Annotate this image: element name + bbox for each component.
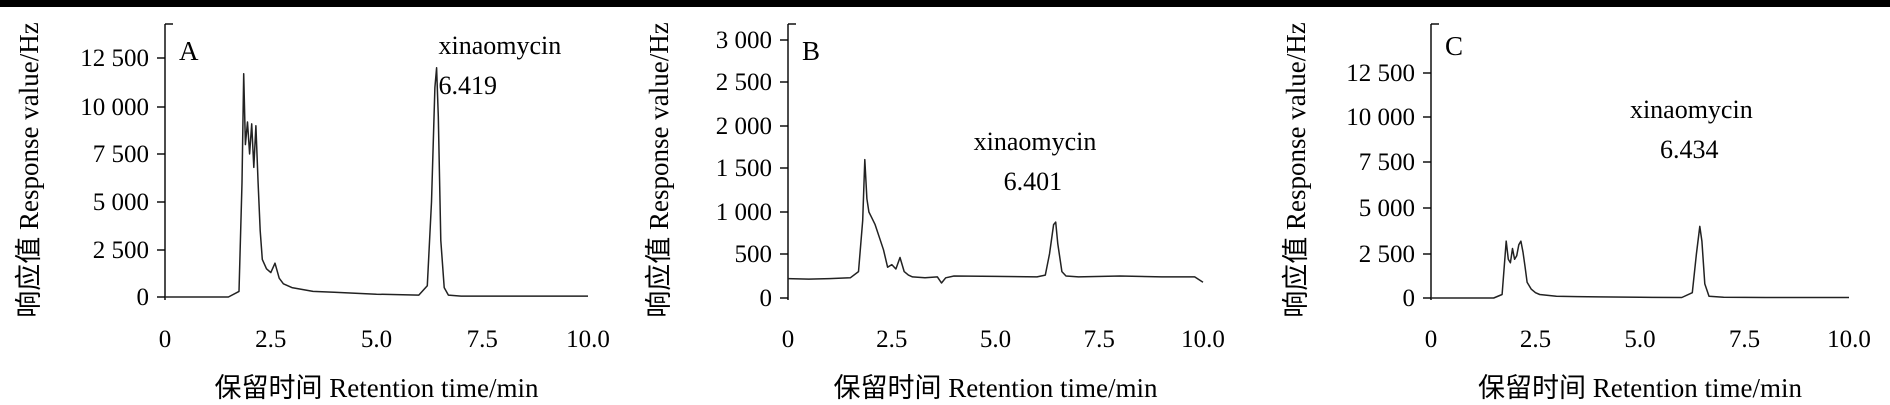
y-tick-label: 10 000	[1346, 104, 1415, 131]
y-tick-label: 7 500	[93, 141, 149, 168]
y-axis-title: 响应值 Response value/Hz	[1281, 22, 1311, 317]
x-tick-label: 0	[782, 326, 795, 353]
y-tick-label: 1 500	[716, 155, 772, 182]
x-tick-label: 2.5	[876, 326, 907, 353]
x-tick-label: 0	[159, 326, 172, 353]
y-tick-label: 3 000	[716, 27, 772, 54]
chromatogram-trace	[787, 158, 1204, 284]
x-axis-title: 保留时间 Retention time/min	[1478, 373, 1802, 403]
x-tick-label: 10.0	[566, 326, 610, 353]
chart-panel-a: 0 2 500 5 000 7 500 10 000 12 500 0 2.5 5.0 7.5 10…	[14, 22, 610, 403]
x-tick-label: 0	[1425, 326, 1438, 353]
y-tick-label: 1 000	[716, 199, 772, 226]
x-tick-label: 7.5	[467, 326, 498, 353]
y-tick-label: 0	[760, 285, 773, 312]
y-tick-label: 2 000	[716, 113, 772, 140]
peak-compound-label: xinaomycin	[1630, 95, 1753, 124]
y-axis-title: 响应值 Response value/Hz	[14, 22, 44, 317]
x-tick-label: 7.5	[1729, 326, 1760, 353]
y-tick-label: 12 500	[80, 45, 149, 72]
x-tick-label: 10.0	[1827, 326, 1871, 353]
panel-label: B	[802, 36, 820, 66]
x-tick-label: 5.0	[980, 326, 1011, 353]
x-tick-label: 10.0	[1181, 326, 1225, 353]
x-axis-title: 保留时间 Retention time/min	[215, 373, 539, 403]
y-tick-label: 500	[735, 241, 773, 268]
panel-label: C	[1445, 31, 1463, 61]
y-tick-label: 0	[137, 284, 150, 311]
chart-panel-c: 0 2 500 5 000 7 500 10 000 12 500 0 2.5 5.0 7.5 10…	[1281, 22, 1871, 403]
x-tick-label: 7.5	[1084, 326, 1115, 353]
x-tick-label: 2.5	[1520, 326, 1551, 353]
panel-label: A	[179, 36, 199, 66]
x-tick-label: 5.0	[361, 326, 392, 353]
chart-panel-b: 0 500 1 000 1 500 2 000 2 500 3 000 0 2.5 5.0 7.5 1…	[644, 22, 1225, 403]
y-tick-label: 5 000	[1359, 195, 1415, 222]
y-tick-label: 7 500	[1359, 149, 1415, 176]
y-axis-title: 响应值 Response value/Hz	[644, 22, 674, 317]
peak-compound-label: xinaomycin	[439, 31, 562, 60]
chromatogram-trace	[1431, 225, 1849, 299]
y-tick-label: 0	[1403, 285, 1416, 312]
y-tick-label: 2 500	[1359, 241, 1415, 268]
y-tick-label: 2 500	[716, 69, 772, 96]
y-tick-label: 5 000	[93, 189, 149, 216]
y-tick-label: 10 000	[80, 94, 149, 121]
peak-compound-label: xinaomycin	[974, 127, 1097, 156]
peak-retention-time-label: 6.434	[1660, 135, 1719, 164]
y-tick-label: 12 500	[1346, 60, 1415, 87]
x-axis-title: 保留时间 Retention time/min	[834, 373, 1158, 403]
x-tick-label: 2.5	[255, 326, 286, 353]
chromatogram-trace	[165, 67, 588, 298]
peak-retention-time-label: 6.419	[439, 71, 498, 100]
top-border-rule	[0, 0, 1890, 7]
y-tick-label: 2 500	[93, 237, 149, 264]
peak-retention-time-label: 6.401	[1004, 167, 1063, 196]
x-tick-label: 5.0	[1624, 326, 1655, 353]
